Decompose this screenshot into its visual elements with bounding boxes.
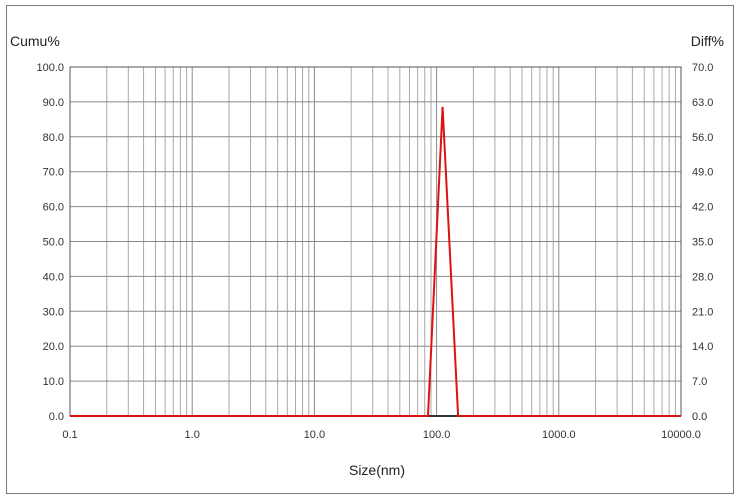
x-tick-label: 100.0 — [423, 429, 451, 441]
series — [70, 106, 681, 417]
x-axis-title: Size(nm) — [349, 462, 405, 478]
grid — [69, 66, 681, 417]
y-right-tick-label: 42.0 — [692, 202, 713, 214]
y-right-tick-label: 63.0 — [692, 97, 713, 109]
x-tick-label: 1.0 — [185, 429, 200, 441]
y-left-tick-label: 30.0 — [43, 306, 64, 318]
chart-frame: 0.1 1.0 10.0 100.0 1000.0 10000.0 0.0 10.0 20.0 3… — [6, 5, 734, 494]
tick-labels: 0.1 1.0 10.0 100.0 1000.0 10000.0 0.0 10.0 20.0 3… — [36, 62, 713, 441]
x-tick-label: 10000.0 — [661, 429, 701, 441]
y-left-axis-title: Cumu% — [10, 33, 60, 49]
y-left-tick-label: 40.0 — [43, 271, 64, 283]
y-left-tick-label: 10.0 — [43, 376, 64, 388]
y-right-tick-label: 28.0 — [692, 271, 713, 283]
y-left-tick-label: 100.0 — [36, 62, 64, 74]
y-left-tick-label: 90.0 — [43, 97, 64, 109]
y-right-tick-label: 0.0 — [692, 411, 707, 423]
y-right-tick-label: 14.0 — [692, 341, 713, 353]
y-right-tick-label: 21.0 — [692, 306, 713, 318]
size-distribution-chart: 0.1 1.0 10.0 100.0 1000.0 10000.0 0.0 10.0 20.0 3… — [10, 33, 724, 478]
y-right-tick-label: 56.0 — [692, 132, 713, 144]
x-tick-label: 10.0 — [304, 429, 325, 441]
y-left-tick-label: 70.0 — [43, 167, 64, 179]
y-left-tick-label: 50.0 — [43, 237, 64, 249]
y-left-tick-label: 80.0 — [43, 132, 64, 144]
y-right-axis-title: Diff% — [691, 33, 724, 49]
x-tick-label: 0.1 — [62, 429, 77, 441]
y-left-tick-label: 60.0 — [43, 202, 64, 214]
x-tick-label: 1000.0 — [542, 429, 576, 441]
diff-distribution-line — [70, 106, 681, 417]
y-left-tick-label: 20.0 — [43, 341, 64, 353]
y-right-tick-label: 49.0 — [692, 167, 713, 179]
y-right-tick-label: 7.0 — [692, 376, 707, 388]
y-left-tick-label: 0.0 — [49, 411, 64, 423]
y-right-tick-label: 70.0 — [692, 62, 713, 74]
y-right-tick-label: 35.0 — [692, 237, 713, 249]
